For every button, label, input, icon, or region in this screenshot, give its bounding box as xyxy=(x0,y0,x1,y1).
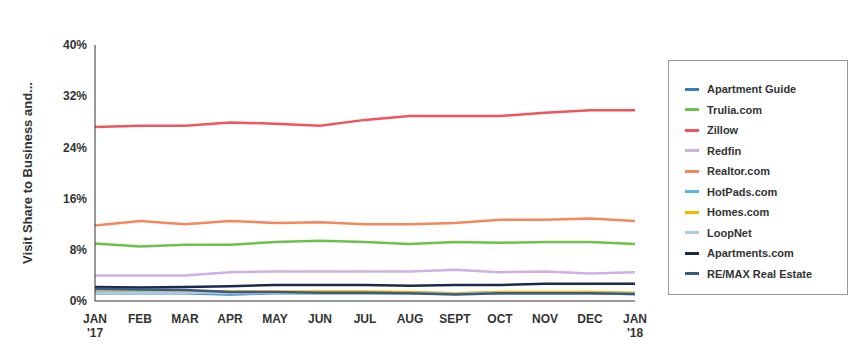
html-text:LoopNet: LoopNet xyxy=(707,226,752,239)
html-text:Apartment Guide: Apartment Guide xyxy=(707,83,797,96)
svg-text:OCT: OCT xyxy=(487,312,513,326)
html-text:Trulia.com: Trulia.com xyxy=(707,103,762,116)
svg-text:32%: 32% xyxy=(63,89,87,103)
html-text:Zillow: Zillow xyxy=(707,124,739,137)
svg-text:8%: 8% xyxy=(70,243,88,257)
svg-text:NOV: NOV xyxy=(532,312,558,326)
svg-text:16%: 16% xyxy=(63,192,87,206)
svg-text:DEC: DEC xyxy=(577,312,603,326)
svg-text:JUL: JUL xyxy=(354,312,377,326)
html-text:HotPads.com: HotPads.com xyxy=(707,185,778,198)
svg-text:MAR: MAR xyxy=(171,312,199,326)
html-text:Homes.com: Homes.com xyxy=(707,206,770,219)
svg-text:JUN: JUN xyxy=(308,312,332,326)
html-text:RE/MAX Real Estate: RE/MAX Real Estate xyxy=(707,267,813,280)
html-text:Realtor.com: Realtor.com xyxy=(707,165,770,178)
svg-text:40%: 40% xyxy=(63,38,87,52)
svg-text:24%: 24% xyxy=(63,141,87,155)
svg-text:AUG: AUG xyxy=(397,312,424,326)
svg-text:SEPT: SEPT xyxy=(439,312,471,326)
svg-text:JAN'18: JAN'18 xyxy=(623,312,647,340)
svg-text:JAN'17: JAN'17 xyxy=(83,312,107,340)
svg-text:Visit Share to Business and...: Visit Share to Business and... xyxy=(20,82,35,264)
svg-text:0%: 0% xyxy=(70,294,88,308)
html-text:Apartments.com: Apartments.com xyxy=(707,247,794,260)
html-text:Redfin: Redfin xyxy=(707,144,742,157)
svg-text:FEB: FEB xyxy=(128,312,152,326)
svg-text:MAY: MAY xyxy=(262,312,288,326)
svg-text:APR: APR xyxy=(217,312,243,326)
